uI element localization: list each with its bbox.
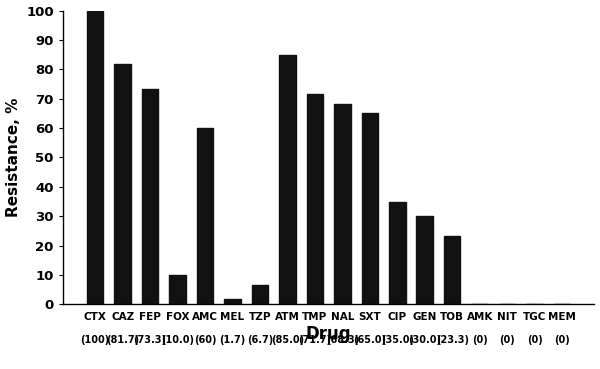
Bar	[142, 89, 158, 304]
Bar	[362, 113, 378, 304]
Bar	[444, 236, 460, 304]
Text: (30.0): (30.0)	[408, 335, 441, 345]
Bar	[334, 104, 350, 304]
Text: (73.3): (73.3)	[134, 335, 167, 345]
Text: (6.7): (6.7)	[247, 335, 273, 345]
Text: (35.0): (35.0)	[381, 335, 414, 345]
X-axis label: Drug: Drug	[306, 325, 352, 343]
Text: (23.3): (23.3)	[436, 335, 469, 345]
Text: (10.0): (10.0)	[161, 335, 194, 345]
Text: (0): (0)	[527, 335, 542, 345]
Text: (65.0): (65.0)	[353, 335, 386, 345]
Text: (0): (0)	[499, 335, 515, 345]
Bar	[252, 285, 268, 304]
Text: (71.7): (71.7)	[298, 335, 331, 345]
Text: (81.7): (81.7)	[106, 335, 139, 345]
Bar	[416, 216, 433, 304]
Bar	[169, 275, 186, 304]
Text: (60): (60)	[194, 335, 216, 345]
Text: (0): (0)	[554, 335, 570, 345]
Text: (68.3): (68.3)	[326, 335, 359, 345]
Text: (1.7): (1.7)	[220, 335, 245, 345]
Y-axis label: Resistance, %: Resistance, %	[5, 98, 20, 217]
Text: (0): (0)	[472, 335, 488, 345]
Bar	[87, 11, 103, 304]
Text: (100): (100)	[80, 335, 110, 345]
Bar	[197, 128, 213, 304]
Text: (85.0): (85.0)	[271, 335, 304, 345]
Bar	[307, 94, 323, 304]
Bar	[279, 55, 296, 304]
Bar	[389, 201, 406, 304]
Bar	[224, 299, 241, 304]
Bar	[115, 64, 131, 304]
